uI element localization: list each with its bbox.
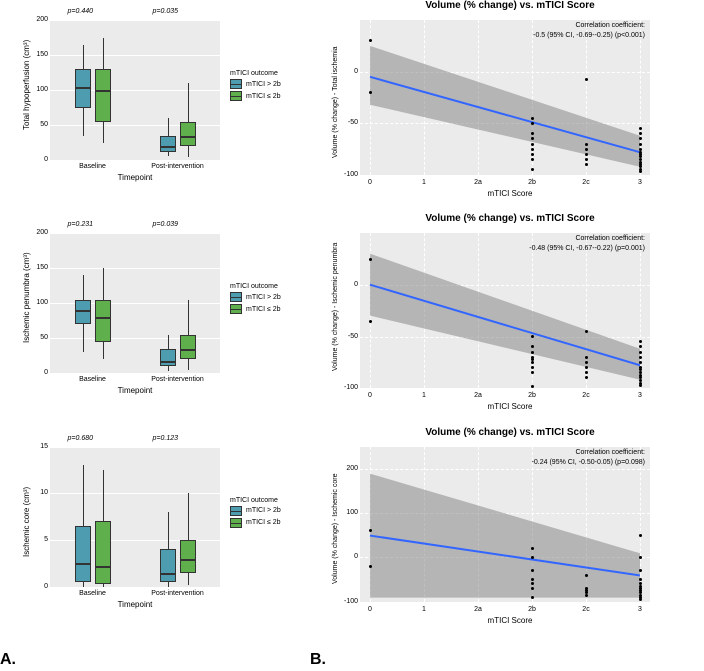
scatter-panel: Volume (% change) vs. mTICI Score-100010… — [310, 427, 670, 640]
scatter-panel: Volume (% change) vs. mTICI Score-100-50… — [310, 0, 670, 213]
legend: mTICI outcomemTICI > 2bmTICI ≤ 2b — [230, 70, 281, 103]
figure-grid: 050100150200Baselinep=0.440Post-interven… — [0, 0, 700, 640]
panel-label-b: B. — [310, 651, 326, 669]
scatter-panel: Volume (% change) vs. mTICI Score-100-50… — [310, 213, 670, 426]
legend: mTICI outcomemTICI > 2bmTICI ≤ 2b — [230, 497, 281, 530]
boxplot-panel: 051015Baselinep=0.680Post-interventionp=… — [10, 427, 310, 640]
boxplot-panel: 050100150200Baselinep=0.231Post-interven… — [10, 213, 310, 426]
boxplot-panel: 050100150200Baselinep=0.440Post-interven… — [10, 0, 310, 213]
legend: mTICI outcomemTICI > 2bmTICI ≤ 2b — [230, 283, 281, 316]
panel-label-a: A. — [0, 651, 16, 669]
